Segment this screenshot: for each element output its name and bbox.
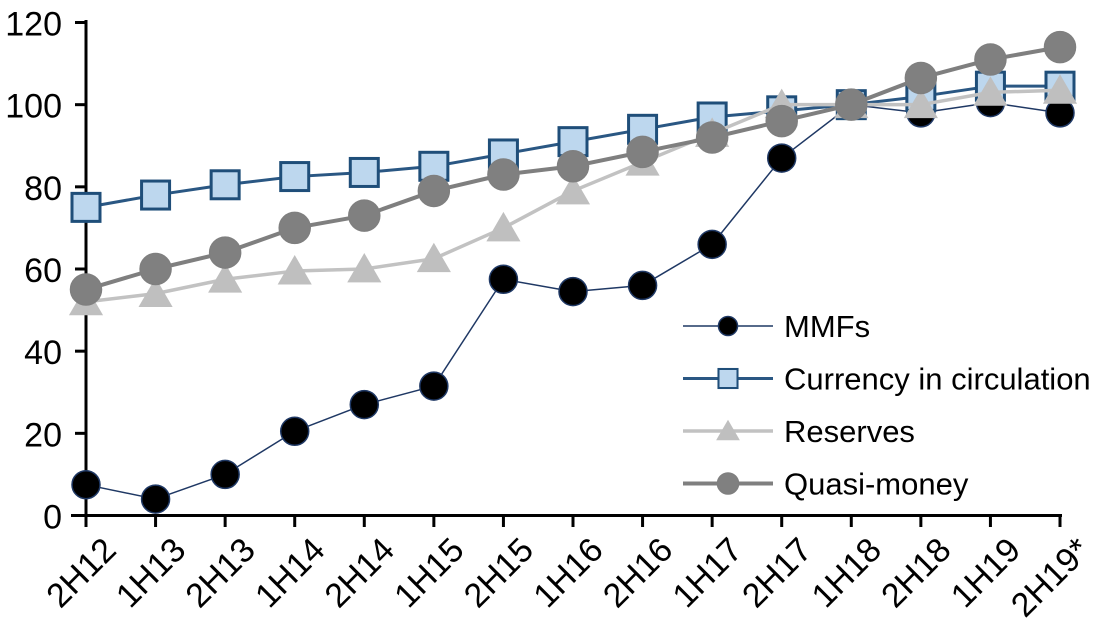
y-tick-label: 20 [24,416,62,454]
series-mmfs-circle-marker [558,276,588,307]
series-mmfs-circle-marker [697,229,727,260]
y-tick-label: 100 [5,88,62,126]
series-quasi-money-circle-marker [139,252,172,286]
series-mmfs-circle-marker [279,416,310,447]
series-reserves-triangle-marker [486,211,521,242]
series-quasi-money-circle-marker [417,174,451,208]
series-quasi-money-circle-marker [278,211,311,245]
series-reserves-triangle-marker [208,263,243,293]
legend-item-currency-in-circulation-square-marker [717,367,739,390]
legend-label-currency-in-circulation: Currency in circulation [784,362,1091,397]
series-quasi-money-circle-marker [1043,30,1077,64]
legend-label-reserves: Reserves [784,414,915,449]
series-reserves-triangle-marker [555,174,591,205]
series-quasi-money-circle-marker [556,150,590,183]
series-mmfs-circle-marker [210,459,240,490]
series-quasi-money-circle-marker [765,104,798,138]
x-tick-label: 1H16 [526,531,610,615]
y-tick-label: 120 [5,6,62,44]
series-quasi-money-circle-marker [695,121,729,154]
series-currency-in-circulation-square-marker [279,161,311,193]
series-quasi-money-circle-marker [974,43,1007,76]
x-tick-label: 2H17 [735,531,819,615]
x-tick-label: 1H18 [805,531,889,615]
x-tick-label: 2H16 [596,531,680,615]
legend-item-mmfs-circle-marker [717,315,739,337]
x-tick-label: 1H17 [665,531,749,615]
series-quasi-money-circle-marker [487,158,520,191]
series-reserves-triangle-marker [973,76,1008,106]
series-quasi-money-circle-marker [208,236,242,269]
x-tick-label: 1H14 [248,531,332,615]
y-tick-label: 0 [43,499,62,537]
series-reserves-triangle-marker [277,255,312,285]
series-currency-in-circulation-square-marker [209,169,241,201]
series-quasi-money-circle-marker [835,88,868,121]
x-tick-label: 1H13 [109,531,193,615]
x-tick-label: 2H14 [318,531,402,615]
legend-label-quasi-money: Quasi-money [784,467,969,502]
x-tick-label: 2H18 [874,531,958,615]
series-mmfs-circle-marker [349,389,380,420]
legend-item-quasi-money-circle-marker [716,472,740,495]
series-mmfs-circle-marker [71,469,101,500]
y-tick-label: 80 [24,170,62,208]
series-currency-in-circulation-square-marker [140,179,172,211]
y-tick-label: 40 [24,334,62,372]
series-reserves-triangle-marker [347,253,382,283]
series-mmfs-circle-marker [488,264,519,295]
x-tick-label: 2H12 [39,531,123,615]
series-mmfs-circle-marker [766,143,797,173]
legend-item-reserves-triangle-marker [716,419,740,441]
legend-label-mmfs: MMFs [784,309,870,344]
series-quasi-money-circle-marker [69,273,103,306]
series-reserves-triangle-marker [1042,74,1078,104]
x-tick-label: 2H15 [457,531,541,615]
series-currency-in-circulation-square-marker [348,156,380,188]
series-reserves-triangle-marker [416,242,451,273]
series-mmfs-circle-marker [140,484,171,514]
series-quasi-money-circle-marker [348,199,381,232]
series-currency-in-circulation-square-marker [70,191,102,223]
y-tick-label: 60 [24,252,62,290]
x-tick-label: 2H13 [178,531,262,615]
series-mmfs-circle-marker [419,371,449,401]
series-quasi-money-circle-marker [626,135,659,169]
x-tick-label: 2H19* [1004,531,1098,625]
x-tick-label: 1H15 [387,531,471,615]
series-mmfs-circle-marker [627,270,658,301]
series-reserves-triangle-marker [138,277,173,308]
series-quasi-money-circle-marker [904,61,938,95]
series-reserves-triangle-marker [903,88,938,119]
